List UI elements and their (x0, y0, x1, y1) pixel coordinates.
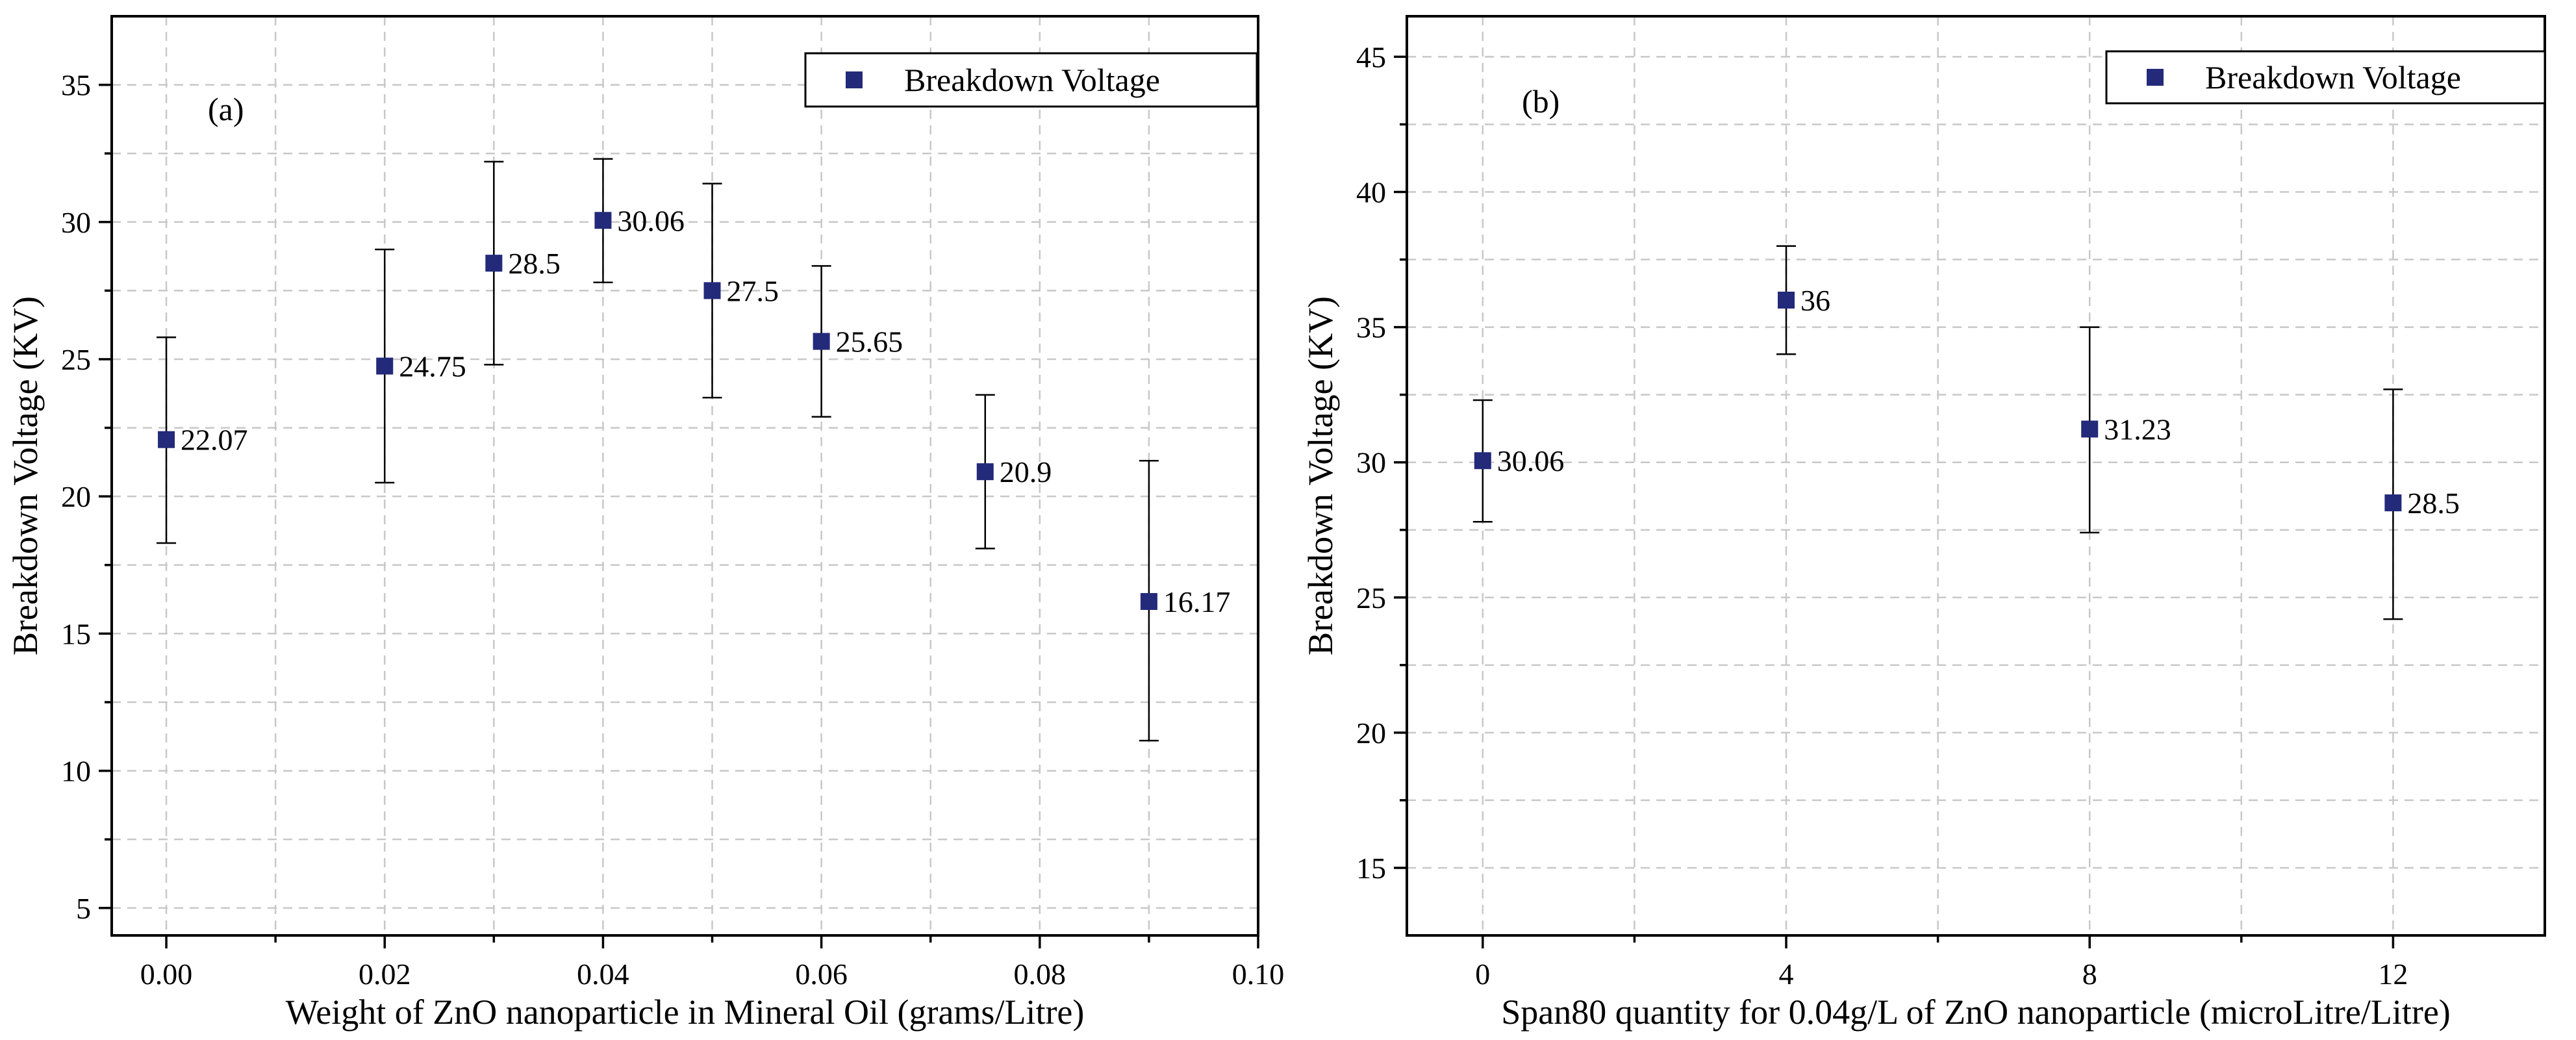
y-tick-label: 15 (61, 617, 91, 650)
x-tick-label: 0.00 (140, 958, 193, 991)
data-label: 25.65 (836, 325, 903, 359)
x-axis-title: Weight of ZnO nanoparticle in Mineral Oi… (286, 993, 1085, 1032)
data-label: 22.07 (181, 424, 248, 457)
data-label: 28.5 (2407, 487, 2460, 520)
x-tick-label: 4 (1779, 958, 1794, 991)
data-label: 24.75 (399, 350, 466, 383)
data-series: 30.06 36 31.23 28.5 (1472, 245, 2460, 620)
data-label: 30.06 (1497, 444, 1565, 477)
data-label: 20.9 (1000, 455, 1052, 488)
y-tick-label: 15 (1356, 852, 1386, 885)
legend: Breakdown Voltage (804, 52, 1258, 108)
legend-label: Breakdown Voltage (2205, 59, 2461, 95)
y-tick-label: 35 (61, 69, 91, 102)
chart-panel-a: 0.00 0.02 0.04 0.06 0.08 0.10 5 10 15 20 25 30 35 Wei… (6, 15, 1284, 1032)
data-point (2384, 494, 2402, 512)
x-tick-label: 8 (2082, 958, 2097, 991)
data-point (2081, 420, 2099, 438)
y-tick-label: 30 (61, 206, 91, 239)
panel-label: (b) (1522, 83, 1559, 120)
data-series: 22.07 24.75 28.5 30.06 27.5 25.65 20.9 16.17 (157, 158, 1231, 742)
data-point (813, 333, 830, 350)
data-label: 36 (1800, 284, 1830, 317)
legend-marker (2147, 69, 2164, 86)
y-axis-title: Breakdown Voltage (KV) (1301, 296, 1340, 655)
x-tick-label: 0.08 (1014, 958, 1067, 991)
legend: Breakdown Voltage (2105, 50, 2546, 105)
x-tick-label: 12 (2378, 958, 2408, 991)
y-tick-label: 30 (1356, 446, 1386, 479)
axis-ticks: 0 4 8 12 15 20 25 30 35 40 45 (1356, 40, 2408, 991)
data-label: 27.5 (727, 274, 779, 307)
x-tick-label: 0 (1475, 958, 1490, 991)
data-point (1778, 291, 1795, 309)
y-tick-label: 25 (1356, 581, 1386, 615)
data-label: 31.23 (2104, 413, 2171, 446)
data-point (485, 255, 503, 272)
legend-box (2105, 50, 2546, 105)
x-tick-label: 0.04 (577, 958, 629, 991)
grid-lines (1407, 16, 2545, 935)
plot-frame (1406, 15, 2546, 937)
y-tick-label: 10 (61, 755, 91, 788)
data-point (1140, 592, 1157, 610)
y-tick-label: 25 (61, 343, 91, 376)
x-tick-label: 0.02 (359, 958, 411, 991)
y-axis-title: Breakdown Voltage (KV) (6, 296, 45, 655)
panel-label: (a) (208, 91, 244, 127)
x-axis-title: Span80 quantity for 0.04g/L of ZnO nanop… (1501, 993, 2451, 1032)
y-tick-label: 40 (1356, 176, 1386, 209)
y-tick-label: 45 (1356, 40, 1386, 73)
data-point (976, 463, 994, 481)
chart-panel-b: 0 4 8 12 15 20 25 30 35 40 45 Span80 quantity for 0… (1301, 15, 2546, 1032)
grid-lines (112, 16, 1259, 935)
y-tick-label: 35 (1356, 311, 1386, 344)
x-tick-label: 0.10 (1232, 958, 1285, 991)
y-tick-label: 20 (61, 480, 91, 513)
data-label: 16.17 (1163, 585, 1231, 618)
data-label: 28.5 (508, 247, 561, 280)
data-label: 30.06 (617, 204, 685, 237)
data-point (376, 357, 394, 375)
data-point (594, 212, 612, 229)
plot-frame (110, 15, 1259, 937)
y-tick-label: 20 (1356, 717, 1386, 750)
x-tick-label: 0.06 (795, 958, 848, 991)
axis-ticks: 0.00 0.02 0.04 0.06 0.08 0.10 5 10 15 20 25 30 35 (61, 69, 1284, 991)
legend-marker (846, 71, 863, 88)
legend-box (804, 52, 1258, 108)
data-point (703, 282, 721, 299)
data-point (158, 431, 175, 448)
y-tick-label: 5 (76, 892, 91, 925)
data-point (1474, 452, 1491, 470)
legend-label: Breakdown Voltage (904, 62, 1160, 98)
